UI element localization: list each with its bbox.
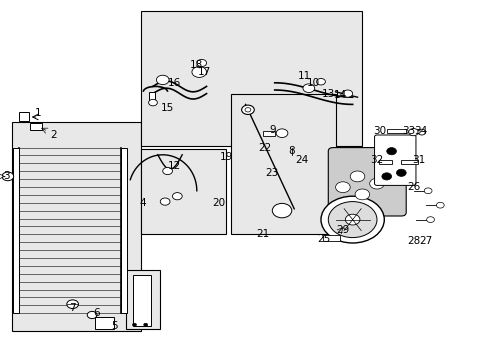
Bar: [132, 275, 151, 326]
Text: 10: 10: [306, 78, 320, 88]
Bar: [323, 235, 340, 241]
Text: 34: 34: [413, 126, 427, 136]
Circle shape: [426, 217, 433, 222]
Circle shape: [196, 59, 206, 67]
Bar: [13, 148, 19, 313]
Text: 16: 16: [168, 78, 181, 88]
Circle shape: [316, 78, 325, 85]
Text: 20: 20: [212, 198, 225, 208]
Text: 23: 23: [265, 168, 278, 178]
Circle shape: [192, 67, 206, 77]
Circle shape: [276, 129, 287, 138]
Circle shape: [67, 300, 78, 309]
Text: 4: 4: [140, 198, 146, 208]
Circle shape: [345, 214, 359, 225]
Text: 9: 9: [268, 125, 275, 135]
Bar: [19, 112, 29, 121]
Circle shape: [335, 182, 349, 193]
Text: 29: 29: [336, 225, 349, 235]
Bar: [262, 131, 274, 136]
Circle shape: [369, 178, 384, 189]
Text: 30: 30: [372, 126, 385, 136]
Circle shape: [417, 129, 425, 135]
Text: 5: 5: [110, 321, 117, 331]
Bar: [141, 149, 225, 234]
Circle shape: [381, 173, 391, 180]
Bar: [401, 160, 418, 164]
Bar: [30, 123, 42, 130]
Circle shape: [342, 90, 352, 97]
Circle shape: [2, 172, 14, 181]
Circle shape: [156, 75, 169, 85]
Circle shape: [320, 196, 384, 243]
Circle shape: [148, 99, 157, 106]
Circle shape: [354, 189, 369, 200]
Text: 17: 17: [197, 67, 210, 77]
Circle shape: [160, 198, 170, 205]
Bar: [141, 11, 362, 146]
Bar: [379, 160, 391, 164]
Bar: [126, 270, 160, 329]
Text: 27: 27: [418, 236, 431, 246]
Text: 31: 31: [411, 155, 424, 165]
Circle shape: [87, 311, 97, 319]
Circle shape: [386, 148, 396, 155]
Bar: [230, 94, 335, 234]
Bar: [121, 148, 127, 313]
FancyBboxPatch shape: [374, 135, 415, 185]
Text: 14: 14: [333, 90, 346, 100]
Circle shape: [327, 202, 376, 238]
Text: 1: 1: [35, 108, 42, 118]
Text: 24: 24: [294, 155, 307, 165]
Circle shape: [435, 202, 443, 208]
Text: 33: 33: [401, 126, 414, 136]
Text: 15: 15: [161, 103, 174, 113]
Text: 28: 28: [406, 236, 419, 246]
Circle shape: [272, 203, 291, 218]
Text: 18: 18: [190, 60, 203, 70]
Text: 13: 13: [321, 89, 334, 99]
Text: 11: 11: [297, 71, 310, 81]
Circle shape: [424, 188, 431, 194]
Text: 22: 22: [258, 143, 271, 153]
Text: 7: 7: [69, 303, 76, 313]
Circle shape: [244, 108, 250, 112]
Circle shape: [303, 84, 314, 93]
Text: 12: 12: [168, 161, 181, 171]
Bar: [12, 122, 141, 331]
Circle shape: [132, 323, 136, 326]
Text: 8: 8: [288, 146, 294, 156]
Circle shape: [241, 105, 254, 114]
FancyBboxPatch shape: [327, 148, 406, 216]
Text: 19: 19: [219, 152, 232, 162]
Text: 6: 6: [94, 308, 100, 318]
Text: 32: 32: [369, 155, 383, 165]
Circle shape: [163, 167, 172, 175]
Text: 21: 21: [255, 229, 268, 239]
Text: 26: 26: [406, 182, 419, 192]
Circle shape: [396, 169, 406, 176]
Text: 3: 3: [3, 171, 10, 181]
Bar: [386, 129, 406, 133]
Circle shape: [349, 171, 364, 182]
Bar: [94, 317, 114, 329]
Bar: [149, 92, 155, 101]
Text: 2: 2: [50, 130, 56, 140]
Circle shape: [143, 323, 147, 326]
Circle shape: [408, 129, 418, 136]
Text: 25: 25: [316, 234, 329, 244]
Circle shape: [172, 193, 182, 200]
